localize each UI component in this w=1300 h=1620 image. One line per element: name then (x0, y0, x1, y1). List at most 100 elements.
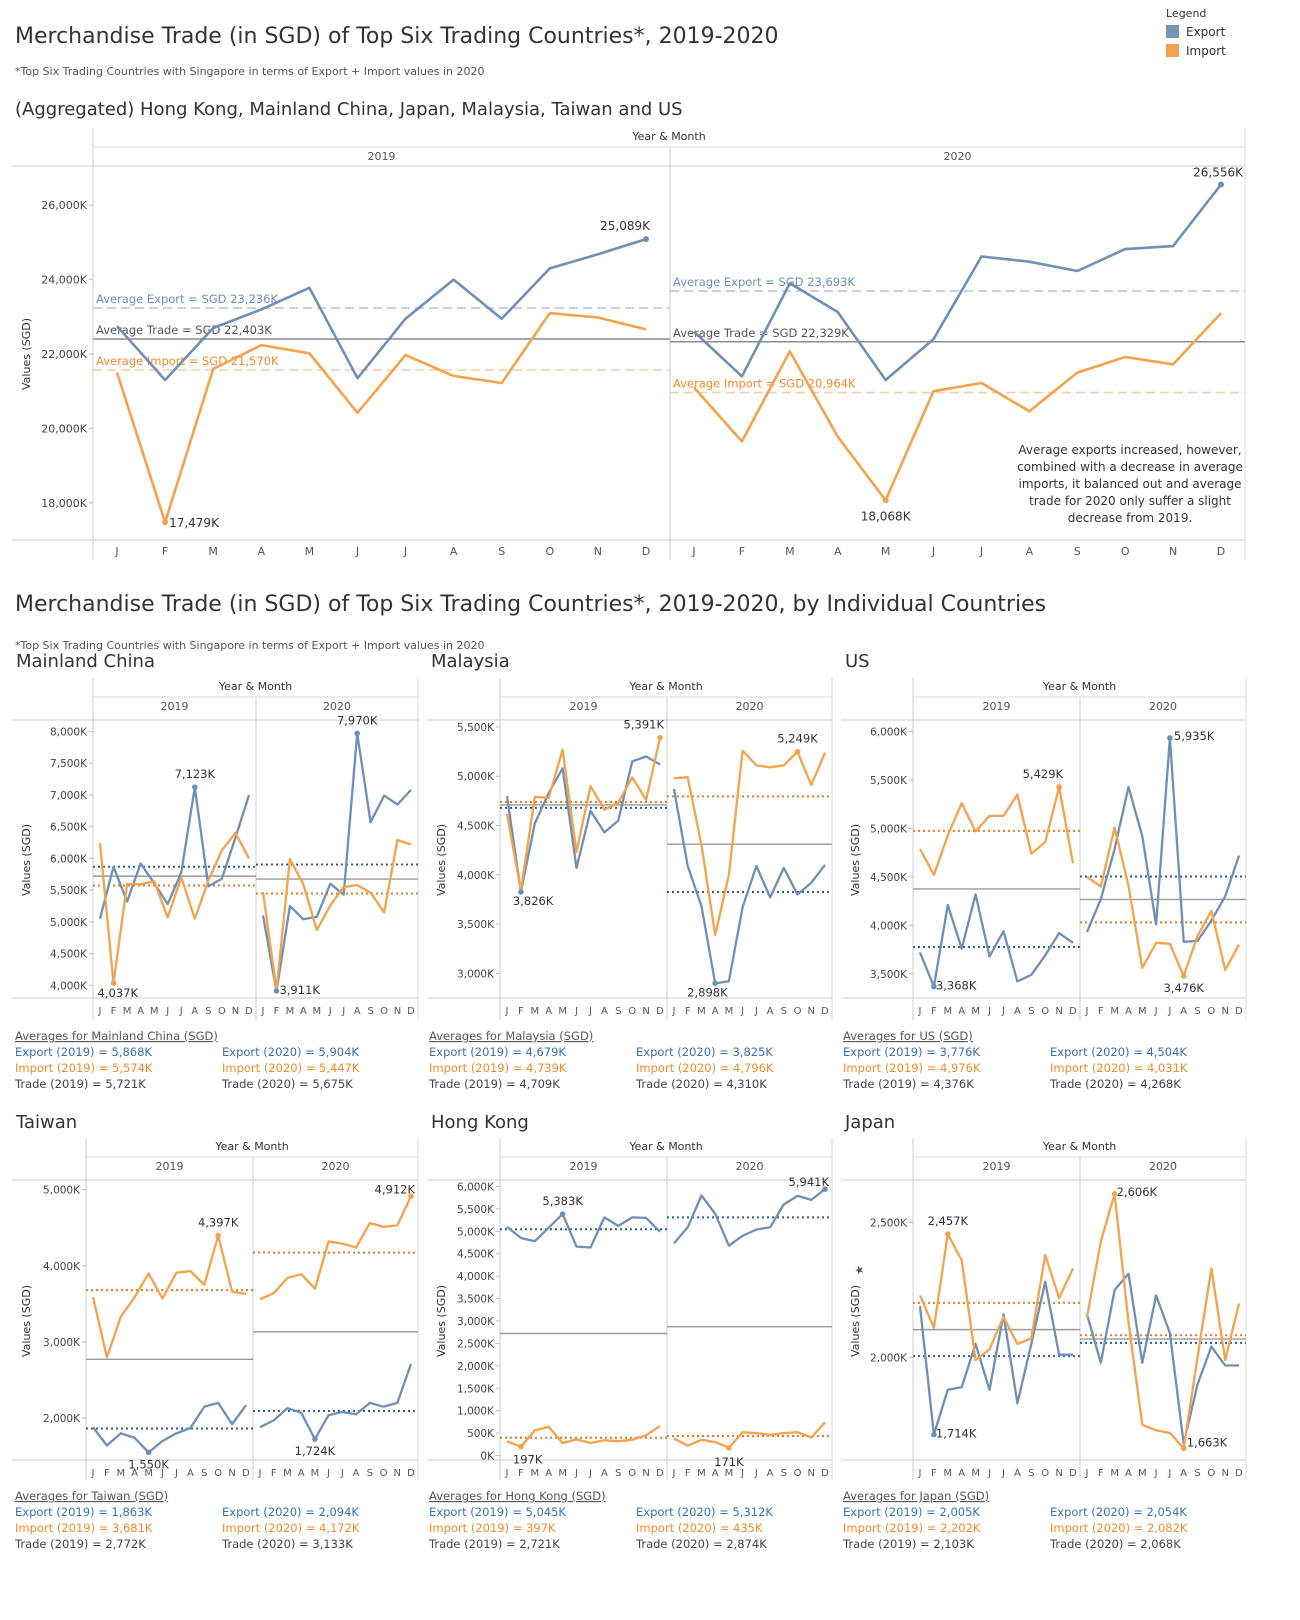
x-tick-label: S (781, 1468, 787, 1479)
data-point-marker (794, 748, 801, 755)
data-label: 5,383K (542, 1194, 583, 1208)
y-axis-label: Values (SGD) (435, 824, 448, 896)
data-label: 3,911K (279, 983, 320, 997)
averages-value: Trade (2019) = 2,772K (14, 1537, 146, 1551)
x-tick-label: A (1014, 1006, 1021, 1017)
x-tick-label: A (1014, 1468, 1021, 1479)
y-tick-label: 26,000K (41, 199, 87, 212)
series-line-import (115, 311, 647, 524)
y-tick-label: 5,500K (870, 775, 908, 787)
x-tick-label: J (1085, 1006, 1089, 1017)
x-tick-label: J (979, 545, 983, 558)
data-label: 3,368K (936, 979, 977, 993)
x-tick-label: A (354, 1006, 361, 1017)
data-point-marker (145, 1449, 152, 1456)
data-point-marker (931, 1431, 937, 1438)
averages-value: Import (2020) = 4,172K (222, 1521, 360, 1535)
y-axis-label: Values (SGD) (20, 318, 33, 390)
x-tick-label: M (150, 1006, 159, 1017)
avg-export-label: Average Export = SGD 23,693K (673, 275, 855, 289)
x-tick-label: A (958, 1006, 965, 1017)
x-tick-label: F (111, 1006, 117, 1017)
averages-value: Export (2019) = 5,045K (429, 1505, 566, 1519)
averages-value: Export (2020) = 4,504K (1050, 1045, 1187, 1059)
x-tick-label: A (712, 1468, 719, 1479)
x-tick-label: M (1110, 1468, 1119, 1479)
y-tick-label: 22,000K (41, 348, 87, 361)
x-tick-label: J (931, 545, 935, 558)
x-tick-label: S (1074, 545, 1081, 558)
aggregate-subtitle: (Aggregated) Hong Kong, Mainland China, … (15, 99, 683, 120)
data-label: 26,556K (1193, 166, 1244, 180)
x-tick-label: J (341, 1006, 345, 1017)
x-tick-label: D (1069, 1006, 1077, 1017)
x-tick-label: J (740, 1006, 744, 1017)
x-tick-label: D (821, 1468, 829, 1479)
x-tick-label: A (191, 1006, 198, 1017)
series-line-import (673, 1421, 826, 1449)
annotation-line: Average exports increased, however, (1018, 443, 1241, 457)
column-header: Year & Month (628, 1140, 702, 1153)
averages-value: Export (2020) = 2,054K (1050, 1505, 1187, 1519)
averages-title: Averages for Malaysia (SGD) (429, 1029, 593, 1043)
averages-value: Trade (2020) = 3,133K (221, 1537, 353, 1551)
legend-swatch-export (1166, 25, 1179, 38)
y-tick-label: 6,000K (870, 727, 908, 739)
column-header: Year & Month (628, 680, 702, 693)
x-tick-label: M (530, 1468, 539, 1479)
x-tick-label: M (943, 1006, 952, 1017)
data-label: 25,089K (600, 219, 651, 233)
x-tick-label: J (588, 1468, 592, 1479)
series-line-export (1085, 736, 1241, 943)
x-tick-label: N (394, 1468, 401, 1479)
averages-value: Trade (2019) = 4,709K (428, 1077, 560, 1091)
x-tick-label: A (300, 1006, 307, 1017)
country-title: US (845, 651, 870, 672)
data-label: 4,912K (375, 1182, 416, 1196)
x-tick-label: J (1085, 1468, 1089, 1479)
x-tick-label: J (326, 1468, 330, 1479)
x-tick-label: O (1041, 1468, 1049, 1479)
x-tick-label: A (601, 1468, 608, 1479)
legend-title: Legend (1166, 7, 1206, 20)
x-tick-label: S (615, 1006, 621, 1017)
data-label: 5,935K (1174, 729, 1215, 743)
x-tick-label: S (1194, 1006, 1200, 1017)
country-title: Japan (844, 1112, 895, 1133)
series-line-export (505, 755, 661, 894)
averages-value: Trade (2020) = 4,268K (1049, 1077, 1181, 1091)
year-header: 2020 (1149, 1160, 1177, 1173)
averages-value: Trade (2019) = 4,376K (842, 1077, 974, 1091)
data-point-marker (931, 983, 937, 990)
data-label: 4,397K (198, 1216, 239, 1230)
data-point-marker (822, 1186, 828, 1192)
x-tick-label: M (312, 1006, 321, 1017)
data-point-marker (215, 1232, 221, 1239)
x-tick-label: M (697, 1006, 706, 1017)
data-point-marker (657, 734, 663, 741)
averages-value: Export (2019) = 1,863K (15, 1505, 152, 1519)
x-tick-label: F (162, 545, 168, 558)
averages-value: Trade (2019) = 2,103K (842, 1537, 974, 1551)
series-line-import (1085, 1192, 1241, 1450)
x-tick-label: J (91, 1468, 95, 1479)
x-tick-label: O (794, 1006, 802, 1017)
y-tick-label: 0K (480, 1451, 495, 1463)
year-header: 2019 (983, 700, 1011, 713)
x-tick-label: F (685, 1468, 691, 1479)
y-tick-label: 4,000K (870, 920, 908, 932)
annotation-line: combined with a decrease in average (1017, 460, 1243, 474)
data-label: 5,391K (624, 718, 665, 732)
y-tick-label: 8,000K (50, 727, 88, 739)
x-tick-label: F (518, 1468, 524, 1479)
x-tick-label: M (881, 545, 891, 558)
x-tick-label: M (530, 1006, 539, 1017)
chart-taiwan: Taiwan Year & Month 2019 2020 2,000K 3,000K 4,… (12, 1112, 419, 1551)
x-tick-label: M (558, 1006, 567, 1017)
series-line-export (673, 1188, 826, 1247)
x-tick-label: A (187, 1468, 194, 1479)
annotation-line: imports, it balanced out and average (1018, 477, 1241, 491)
x-tick-label: A (601, 1006, 608, 1017)
year-header: 2020 (944, 150, 972, 163)
x-tick-label: M (1138, 1006, 1147, 1017)
